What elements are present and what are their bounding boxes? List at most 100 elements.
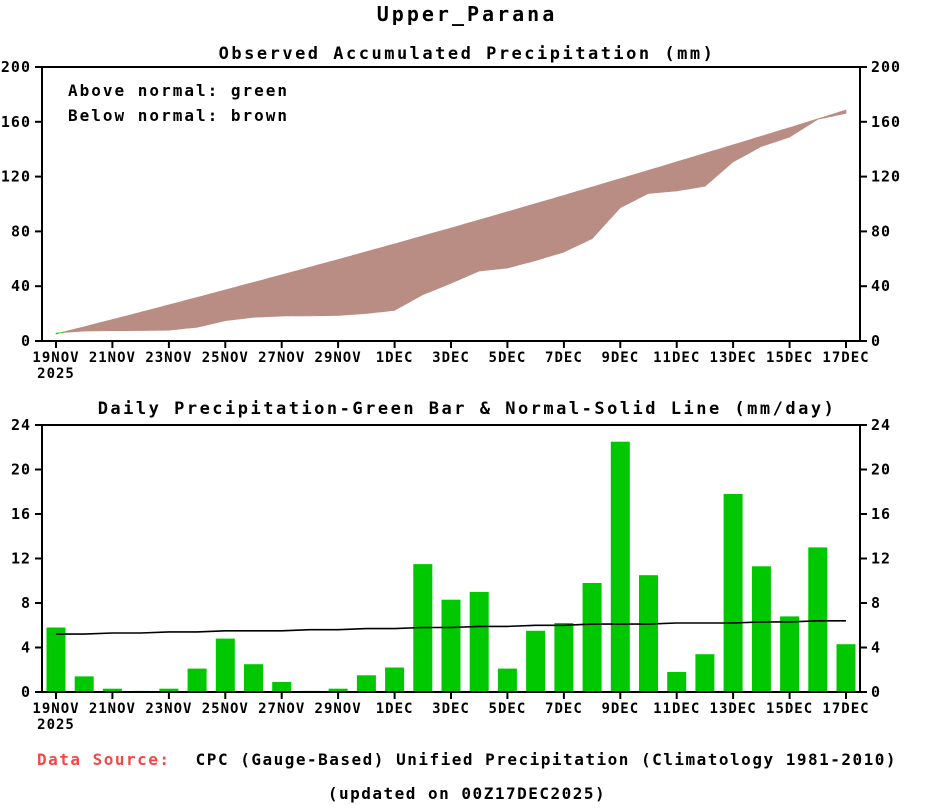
x-axis-label: 29NOV: [315, 701, 362, 717]
band-segment: [690, 154, 699, 190]
x-axis-label: 9DEC: [601, 701, 639, 717]
band-segment: [683, 157, 692, 191]
x-axis-label: 7DEC: [545, 350, 583, 366]
legend-above-normal: Above normal: green: [68, 81, 290, 100]
x-axis-label: 23NOV: [145, 701, 192, 717]
daily-bar: [102, 688, 122, 692]
daily-bar: [554, 623, 574, 692]
band-segment: [401, 239, 410, 308]
x-axis-label: 15DEC: [766, 350, 813, 366]
band-segment: [605, 180, 614, 224]
band-segment: [528, 203, 536, 263]
daily-bar: [639, 575, 658, 692]
band-segment: [817, 116, 826, 120]
x-axis-year-label: 2025: [37, 366, 75, 382]
band-segment: [119, 315, 127, 332]
band-segment: [154, 306, 163, 331]
daily-bar: [187, 668, 207, 692]
daily-bar: [356, 675, 376, 692]
band-segment: [471, 219, 480, 275]
band-segment: [429, 231, 438, 293]
band-segment: [782, 127, 790, 140]
band-segment: [753, 135, 762, 151]
band-segment: [648, 167, 656, 194]
band-segment: [295, 268, 304, 317]
y-axis-label-left: 0: [21, 332, 31, 350]
daily-bar: [723, 494, 743, 692]
daily-chart-title: Daily Precipitation-Green Bar & Normal-S…: [97, 399, 837, 419]
band-segment: [76, 326, 85, 332]
band-segment: [394, 241, 402, 311]
x-axis-label: 27NOV: [258, 350, 305, 366]
band-segment: [344, 255, 353, 316]
band-segment: [168, 302, 177, 331]
accum-legend: Above normal: green Below normal: brown: [68, 78, 289, 128]
band-segment: [556, 195, 565, 255]
band-segment: [584, 186, 593, 243]
x-axis-label: 7DEC: [545, 701, 583, 717]
x-axis-label: 21NOV: [89, 701, 136, 717]
y-axis-label-left: 8: [21, 594, 31, 612]
band-segment: [824, 113, 833, 119]
band-segment: [189, 297, 198, 329]
band-segment: [140, 310, 148, 331]
band-segment: [796, 122, 805, 134]
band-segment: [422, 233, 431, 296]
daily-bar: [441, 599, 461, 692]
daily-bar: [385, 667, 405, 692]
accum-chart-title: Observed Accumulated Precipitation (mm): [218, 44, 716, 64]
y-axis-label-right: 24: [871, 416, 891, 434]
x-axis-label: 13DEC: [710, 350, 757, 366]
band-segment: [612, 178, 621, 217]
x-axis-label: 9DEC: [601, 350, 639, 366]
daily-bar: [74, 676, 94, 692]
band-segment: [542, 199, 551, 259]
band-segment: [563, 192, 572, 253]
y-axis-label-right: 40: [871, 277, 891, 295]
band-segment: [91, 322, 99, 332]
band-segment: [281, 272, 290, 317]
x-axis-label: 19NOV: [32, 701, 79, 717]
band-segment: [316, 262, 325, 317]
band-segment: [619, 176, 628, 209]
x-axis-label: 27NOV: [258, 701, 305, 717]
band-segment: [210, 291, 219, 325]
band-segment: [478, 217, 487, 272]
y-axis-label-left: 16: [11, 505, 31, 523]
y-axis-label-right: 4: [871, 639, 881, 657]
band-segment: [775, 129, 783, 143]
band-segment: [514, 207, 522, 267]
band-segment: [450, 225, 459, 284]
band-segment: [626, 174, 635, 205]
band-segment: [274, 274, 283, 317]
band-segment: [203, 293, 212, 327]
x-axis-label: 15DEC: [766, 701, 813, 717]
band-segment: [711, 148, 720, 181]
band-segment: [443, 227, 452, 287]
y-axis-label-left: 40: [11, 277, 31, 295]
y-axis-label-right: 120: [871, 168, 901, 186]
band-segment: [408, 237, 417, 304]
y-axis-label-left: 4: [21, 639, 31, 657]
y-axis-label-left: 0: [21, 683, 31, 701]
legend-below-normal: Below normal: brown: [68, 106, 290, 125]
x-axis-label: 25NOV: [202, 350, 249, 366]
x-axis-label: 1DEC: [376, 350, 414, 366]
x-axis-label: 25NOV: [202, 701, 249, 717]
band-segment: [655, 165, 663, 194]
daily-bar: [159, 688, 179, 692]
daily-bar: [610, 441, 630, 692]
band-segment: [366, 249, 374, 314]
y-axis-label-left: 200: [1, 58, 31, 76]
band-segment: [415, 235, 424, 300]
band-segment: [225, 287, 233, 322]
band-segment: [676, 159, 685, 192]
daily-bar: [244, 664, 263, 692]
y-axis-label-left: 12: [11, 550, 31, 568]
y-axis-label-right: 200: [871, 58, 901, 76]
band-segment: [732, 142, 741, 163]
band-segment: [288, 270, 297, 317]
data-source-text: CPC (Gauge-Based) Unified Precipitation …: [195, 750, 898, 769]
band-segment: [239, 283, 247, 320]
footer-source-line: Data Source: CPC (Gauge-Based) Unified P…: [0, 750, 934, 769]
